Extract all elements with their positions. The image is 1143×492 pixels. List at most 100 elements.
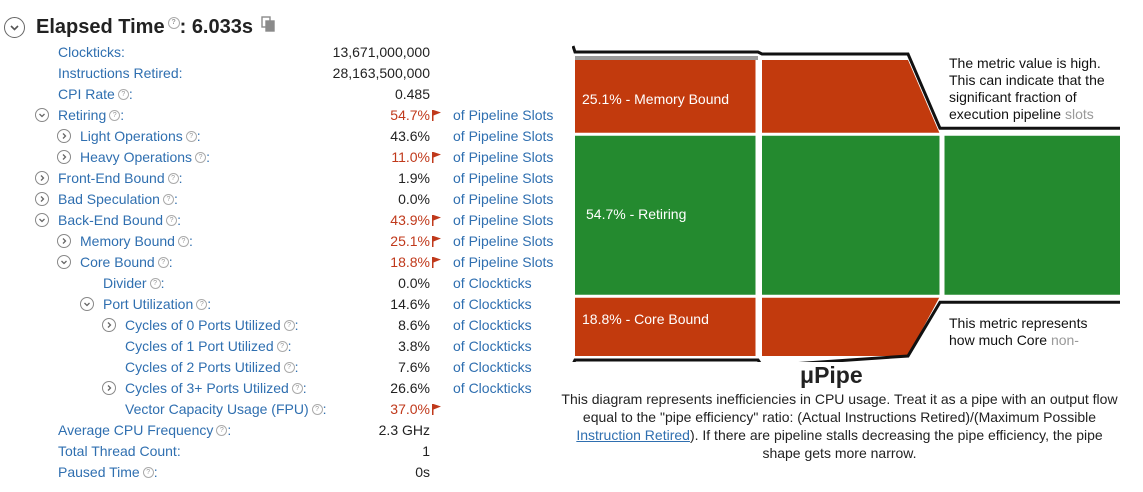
metric-value-text: 7.6% bbox=[398, 359, 430, 375]
chevron-right-icon[interactable] bbox=[35, 192, 49, 206]
core-bound-callout: This metric represents how much Core non… bbox=[949, 315, 1087, 349]
retiring-output bbox=[944, 134, 1120, 296]
memory-bound-pipe-label: 25.1% - Memory Bound bbox=[582, 91, 729, 107]
metric-label[interactable]: Cycles of 3+ Ports Utilized?: bbox=[125, 378, 307, 399]
flag-icon bbox=[432, 404, 441, 415]
metric-value: 11.0% bbox=[391, 147, 430, 168]
chevron-right-icon[interactable] bbox=[102, 381, 116, 395]
chevron-right-icon[interactable] bbox=[102, 318, 116, 332]
metric-row: Light Operations?: 43.6% of Pipeline Slots bbox=[0, 126, 560, 147]
help-icon[interactable]: ? bbox=[168, 173, 179, 184]
callout-line: This metric represents bbox=[949, 315, 1087, 332]
metric-label[interactable]: Bad Speculation?: bbox=[58, 189, 178, 210]
metric-row: Cycles of 1 Port Utilized?:3.8% of Clockt… bbox=[0, 336, 560, 357]
chevron-down-icon[interactable] bbox=[35, 213, 49, 227]
label-colon: : bbox=[179, 65, 183, 81]
metric-label[interactable]: CPI Rate?: bbox=[58, 84, 133, 105]
metric-unit[interactable]: of Pipeline Slots bbox=[453, 147, 553, 168]
metric-unit[interactable]: of Clockticks bbox=[453, 273, 532, 294]
metric-label[interactable]: Divider?: bbox=[103, 273, 164, 294]
metric-value: 25.1% bbox=[390, 231, 430, 252]
metric-row: Memory Bound?: 25.1% of Pipeline Slots bbox=[0, 231, 560, 252]
metric-unit[interactable]: of Pipeline Slots bbox=[453, 126, 553, 147]
metric-value: 43.6% bbox=[390, 126, 430, 147]
metric-unit[interactable]: of Clockticks bbox=[453, 315, 532, 336]
help-icon[interactable]: ? bbox=[292, 383, 303, 394]
help-icon[interactable]: ? bbox=[277, 341, 288, 352]
label-colon: : bbox=[207, 296, 211, 312]
metric-unit[interactable]: of Pipeline Slots bbox=[453, 231, 553, 252]
label-colon: : bbox=[288, 338, 292, 354]
metric-label[interactable]: Light Operations?: bbox=[80, 126, 201, 147]
metric-label[interactable]: Total Thread Count: bbox=[58, 441, 181, 462]
collapse-chevron-icon[interactable] bbox=[4, 17, 25, 38]
metric-unit[interactable]: of Pipeline Slots bbox=[453, 105, 553, 126]
metric-label[interactable]: Port Utilization?: bbox=[103, 294, 211, 315]
help-icon[interactable]: ? bbox=[150, 278, 161, 289]
metric-unit[interactable]: of Pipeline Slots bbox=[453, 189, 553, 210]
help-icon[interactable]: ? bbox=[186, 131, 197, 142]
label-colon: : bbox=[169, 254, 173, 270]
chevron-down-icon[interactable] bbox=[57, 255, 71, 269]
metric-label[interactable]: Front-End Bound?: bbox=[58, 168, 183, 189]
help-icon[interactable]: ? bbox=[312, 404, 323, 415]
help-icon[interactable]: ? bbox=[163, 194, 174, 205]
flag-icon bbox=[432, 110, 441, 121]
metric-label-text: Front-End Bound bbox=[58, 170, 165, 186]
metric-label[interactable]: Instructions Retired: bbox=[58, 63, 183, 84]
label-colon: : bbox=[120, 107, 124, 123]
help-icon[interactable]: ? bbox=[168, 17, 180, 29]
help-icon[interactable]: ? bbox=[284, 362, 295, 373]
metric-label[interactable]: Average CPU Frequency?: bbox=[58, 420, 231, 441]
metric-label[interactable]: Cycles of 0 Ports Utilized?: bbox=[125, 315, 299, 336]
metric-label-text: CPI Rate bbox=[58, 86, 115, 102]
metric-label[interactable]: Retiring?: bbox=[58, 105, 124, 126]
retiring-middle bbox=[762, 134, 940, 296]
help-icon[interactable]: ? bbox=[178, 236, 189, 247]
metric-label[interactable]: Cycles of 1 Port Utilized?: bbox=[125, 336, 292, 357]
metric-unit[interactable]: of Clockticks bbox=[453, 336, 532, 357]
chevron-right-icon[interactable] bbox=[57, 150, 71, 164]
help-icon[interactable]: ? bbox=[118, 89, 129, 100]
metric-label[interactable]: Clockticks: bbox=[58, 42, 125, 63]
help-icon[interactable]: ? bbox=[284, 320, 295, 331]
metric-unit[interactable]: of Clockticks bbox=[453, 357, 532, 378]
label-colon: : bbox=[177, 443, 181, 459]
metric-value-text: 26.6% bbox=[390, 380, 430, 396]
metric-value-text: 18.8% bbox=[390, 254, 430, 270]
chevron-right-icon[interactable] bbox=[57, 129, 71, 143]
chevron-right-icon[interactable] bbox=[57, 234, 71, 248]
memory-bound-taper bbox=[762, 60, 940, 134]
high-value-callout: The metric value is high. This can indic… bbox=[949, 55, 1105, 123]
help-icon[interactable]: ? bbox=[216, 425, 227, 436]
metric-value: 37.0% bbox=[390, 399, 430, 420]
chevron-down-icon[interactable] bbox=[80, 297, 94, 311]
help-icon[interactable]: ? bbox=[109, 110, 120, 121]
metric-unit[interactable]: of Pipeline Slots bbox=[453, 210, 553, 231]
copy-icon[interactable] bbox=[261, 16, 275, 37]
metric-value: 7.6% bbox=[398, 357, 430, 378]
help-icon[interactable]: ? bbox=[158, 257, 169, 268]
help-icon[interactable]: ? bbox=[196, 299, 207, 310]
metric-label[interactable]: Paused Time?: bbox=[58, 462, 158, 483]
metric-unit[interactable]: of Clockticks bbox=[453, 378, 532, 399]
chevron-right-icon[interactable] bbox=[35, 171, 49, 185]
chevron-down-icon[interactable] bbox=[35, 108, 49, 122]
metric-label[interactable]: Memory Bound?: bbox=[80, 231, 193, 252]
help-icon[interactable]: ? bbox=[195, 152, 206, 163]
metric-unit[interactable]: of Clockticks bbox=[453, 294, 532, 315]
metric-label[interactable]: Vector Capacity Usage (FPU)?: bbox=[125, 399, 327, 420]
help-icon[interactable]: ? bbox=[166, 215, 177, 226]
help-icon[interactable]: ? bbox=[143, 467, 154, 478]
metric-unit[interactable]: of Pipeline Slots bbox=[453, 168, 553, 189]
metric-label-text: Cycles of 1 Port Utilized bbox=[125, 338, 274, 354]
instruction-retired-link[interactable]: Instruction Retired bbox=[576, 427, 690, 443]
metric-label[interactable]: Cycles of 2 Ports Utilized?: bbox=[125, 357, 299, 378]
metric-value-text: 43.9% bbox=[390, 212, 430, 228]
metric-unit[interactable]: of Pipeline Slots bbox=[453, 252, 553, 273]
metric-label[interactable]: Core Bound?: bbox=[80, 252, 173, 273]
metric-value-text: 37.0% bbox=[390, 401, 430, 417]
metric-value-text: 0s bbox=[415, 464, 430, 480]
metric-label[interactable]: Heavy Operations?: bbox=[80, 147, 210, 168]
metric-label[interactable]: Back-End Bound?: bbox=[58, 210, 181, 231]
